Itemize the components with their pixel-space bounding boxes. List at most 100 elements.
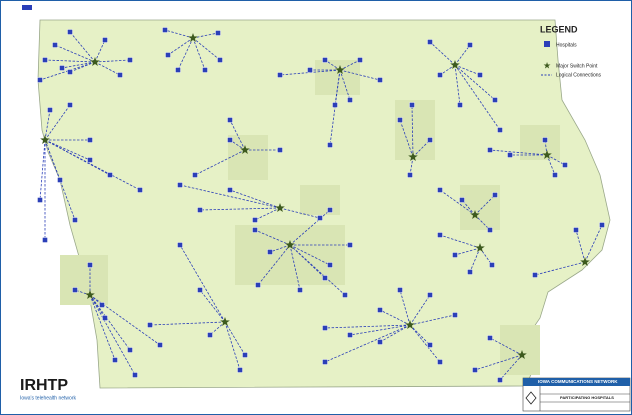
connection: [94, 59, 131, 63]
connection: [409, 156, 414, 176]
hospital: [197, 207, 203, 213]
switch-point: [470, 210, 480, 219]
switch-point: [40, 135, 50, 144]
hospital: [227, 187, 233, 193]
hospital: [407, 172, 413, 178]
hospital: [137, 187, 143, 193]
switch-point: [85, 290, 95, 299]
connection: [546, 154, 556, 176]
connection: [179, 244, 226, 323]
hospital: [192, 172, 198, 178]
connection: [324, 324, 411, 329]
switch-point: [240, 145, 250, 154]
connection: [89, 294, 116, 361]
hospital: [175, 67, 181, 73]
connection: [429, 41, 456, 66]
hospital: [277, 147, 283, 153]
hospital: [322, 275, 328, 281]
hospital: [307, 67, 313, 73]
hospital: [427, 39, 433, 45]
hospital: [255, 282, 261, 288]
connection: [469, 247, 481, 273]
hospital: [437, 72, 443, 78]
legend-star-icon: ★: [543, 60, 551, 70]
connection: [399, 119, 414, 158]
connection: [409, 314, 456, 326]
hospital: [492, 97, 498, 103]
connection: [534, 261, 586, 276]
connection: [229, 119, 246, 151]
connection: [164, 29, 194, 39]
hospital: [102, 315, 108, 321]
connection: [44, 104, 71, 141]
hospital: [157, 342, 163, 348]
hospital: [327, 207, 333, 213]
connection: [289, 244, 301, 291]
hospital: [487, 227, 493, 233]
connection: [411, 104, 414, 158]
connection: [454, 64, 481, 76]
connection: [89, 294, 106, 319]
connection: [439, 234, 481, 249]
connection: [44, 139, 91, 161]
legend-title: LEGEND: [540, 24, 578, 34]
connection: [224, 321, 241, 371]
switch-point: [408, 152, 418, 161]
connection: [44, 139, 76, 221]
connection: [199, 207, 281, 211]
hospital: [99, 302, 105, 308]
connection: [192, 32, 219, 39]
hospital: [42, 57, 48, 63]
legend: LEGEND Hospitals ★ Major Switch Point Lo…: [540, 24, 602, 78]
hospital: [327, 262, 333, 268]
hospital: [127, 347, 133, 353]
hospital: [67, 29, 73, 35]
connection: [499, 354, 523, 381]
hospital: [327, 142, 333, 148]
connection: [289, 209, 331, 246]
connection: [279, 207, 321, 219]
hospital: [127, 57, 133, 63]
hospital: [162, 27, 168, 33]
hospital: [347, 242, 353, 248]
hospital: [397, 287, 403, 293]
connection: [412, 139, 431, 158]
hospital: [347, 97, 353, 103]
legend-hospital-icon: [544, 41, 550, 47]
hospital: [107, 172, 113, 178]
hospital: [227, 137, 233, 143]
logo-tagline: Iowa's telehealth network: [20, 395, 76, 401]
connection: [44, 139, 141, 191]
hospital: [242, 352, 248, 358]
title-block: IOWA COMMUNICATIONS NETWORK PARTICIPATIN…: [522, 377, 631, 412]
connection: [439, 64, 456, 76]
hospital: [322, 57, 328, 63]
hospital: [67, 69, 73, 75]
hospital: [72, 287, 78, 293]
switch-point: [450, 60, 460, 69]
hospital: [487, 335, 493, 341]
hospital: [467, 42, 473, 48]
connection: [269, 244, 291, 253]
hospital: [437, 232, 443, 238]
hospital: [42, 237, 48, 243]
connection: [61, 61, 96, 69]
connection: [224, 321, 246, 356]
connection: [229, 189, 281, 209]
switch-point: [542, 150, 552, 159]
connection: [192, 37, 221, 61]
connection: [399, 289, 411, 326]
connection: [254, 229, 291, 246]
connections: [39, 29, 603, 381]
connection: [575, 229, 586, 263]
connection: [454, 64, 501, 131]
hospital: [377, 307, 383, 313]
hospital: [477, 72, 483, 78]
connection: [289, 244, 326, 279]
hospital: [317, 215, 323, 221]
connection: [257, 244, 291, 286]
hospital: [227, 117, 233, 123]
connection: [349, 324, 411, 336]
hospital: [497, 377, 503, 383]
hospital: [67, 102, 73, 108]
